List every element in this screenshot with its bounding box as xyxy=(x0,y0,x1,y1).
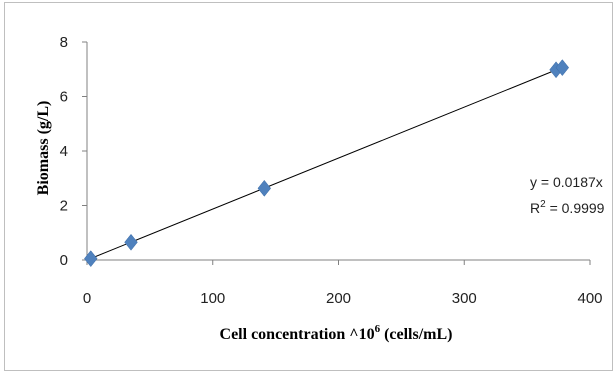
data-points xyxy=(84,59,570,268)
x-tick-label: 300 xyxy=(452,290,477,307)
r-squared-superscript: 2 xyxy=(540,199,546,210)
x-tick-label: 100 xyxy=(200,290,225,307)
x-tick-label: 200 xyxy=(326,290,351,307)
data-point-marker xyxy=(124,233,138,251)
chart-frame xyxy=(4,2,613,371)
trendline-line xyxy=(86,66,563,261)
data-point-marker xyxy=(257,179,272,197)
y-tick-label: 0 xyxy=(60,252,68,269)
ticks: 0 2 4 6 8 0 100 200 300 400 xyxy=(60,34,603,307)
x-axis-title: Cell concentration ^106 (cells/mL) xyxy=(220,323,453,343)
y-tick-label: 6 xyxy=(60,89,68,106)
x-axis-title-superscript: 6 xyxy=(375,323,381,335)
r-squared-prefix: R xyxy=(530,200,540,216)
axes xyxy=(86,42,590,261)
y-tick-label: 8 xyxy=(60,34,68,51)
y-tick-label: 2 xyxy=(60,198,68,215)
trendline xyxy=(86,66,563,261)
trendline-equation: y = 0.0187x xyxy=(530,174,603,190)
x-tick-label: 400 xyxy=(577,290,602,307)
data-point-marker xyxy=(555,59,570,77)
y-axis-title: Biomass (g/L) xyxy=(35,101,52,196)
y-tick-label: 4 xyxy=(60,143,68,160)
r-squared-value: = 0.9999 xyxy=(546,200,605,216)
data-point-marker xyxy=(84,250,98,268)
x-axis-title-unit: (cells/mL) xyxy=(380,326,452,343)
x-tick-label: 0 xyxy=(83,290,91,307)
x-axis-title-main: Cell concentration ^10 xyxy=(220,326,375,343)
r-squared-label: R2 = 0.9999 xyxy=(530,199,605,216)
